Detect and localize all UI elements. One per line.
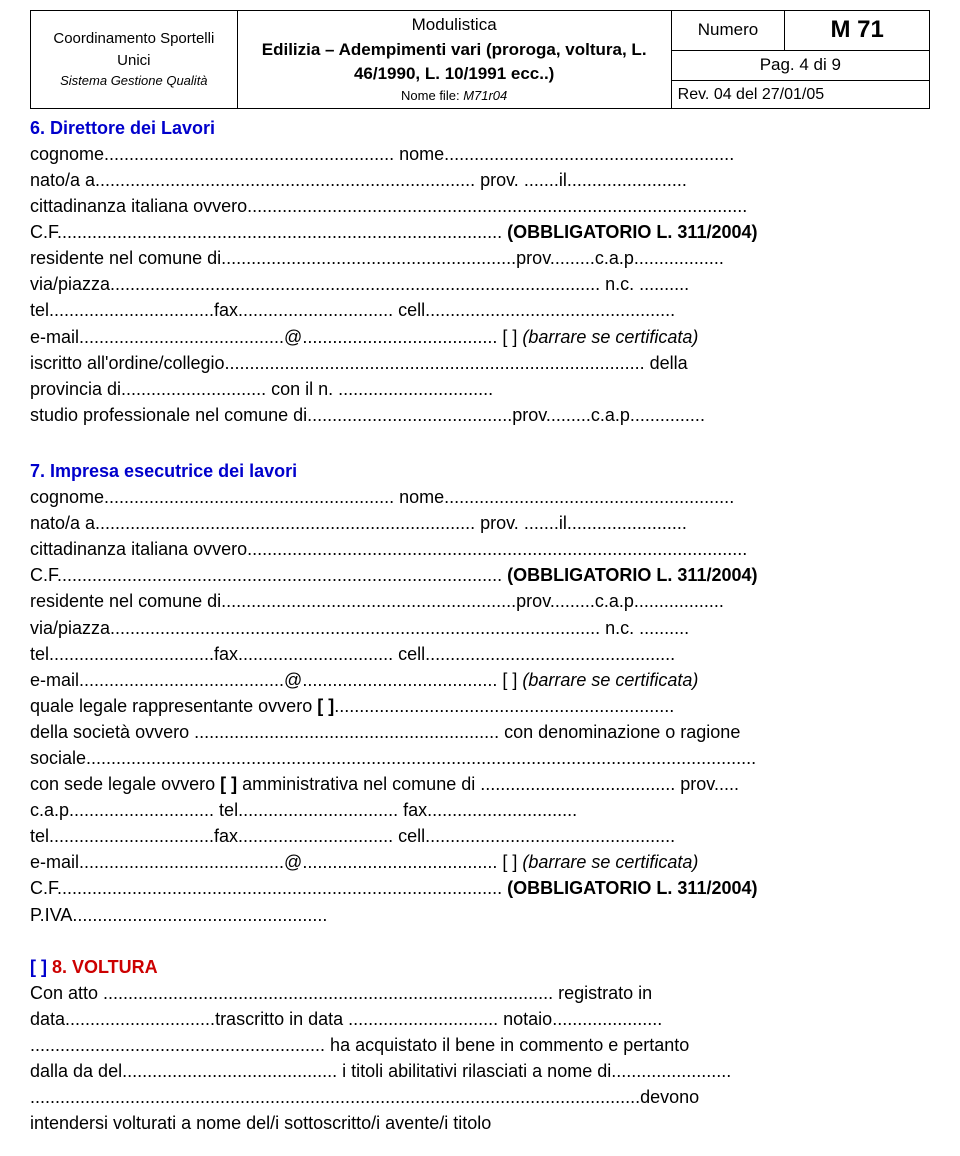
section8-title: 8. VOLTURA [52, 957, 158, 977]
sec7-l8: e-mail..................................… [30, 667, 930, 693]
header-mid-top: Modulistica [244, 13, 665, 38]
sec7-l12b: [ ] [220, 774, 237, 794]
sec7-l7: tel.................................fax.… [30, 641, 930, 667]
sec6-l10: provincia di............................… [30, 376, 930, 402]
sec7-l13: c.a.p............................. tel..… [30, 797, 930, 823]
sec7-l5: residente nel comune di.................… [30, 588, 930, 614]
sec6-l7: tel.................................fax.… [30, 297, 930, 323]
sec6-l4: C.F.....................................… [30, 219, 930, 245]
sec6-l4a: C.F.....................................… [30, 222, 502, 242]
sec6-l6: via/piazza..............................… [30, 271, 930, 297]
sec7-l9: quale legale rappresentante ovvero [ ]..… [30, 693, 930, 719]
header-table: Coordinamento Sportelli Unici Sistema Ge… [30, 10, 930, 109]
sec7-l2: nato/a a................................… [30, 510, 930, 536]
sec7-l6: via/piazza..............................… [30, 615, 930, 641]
sec6-l8a: e-mail..................................… [30, 327, 522, 347]
sec6-l9: iscritto all'ordine/collegio............… [30, 350, 930, 376]
sec7-l4a: C.F.....................................… [30, 565, 502, 585]
sec6-l8: e-mail..................................… [30, 324, 930, 350]
sec8-l2: data..............................trascr… [30, 1006, 930, 1032]
header-mid-main: Edilizia – Adempimenti vari (proroga, vo… [244, 38, 665, 87]
sec7-l4: C.F.....................................… [30, 562, 930, 588]
header-num-label: Numero [671, 11, 785, 51]
header-left-cell: Coordinamento Sportelli Unici Sistema Ge… [31, 11, 238, 109]
sec7-l14: tel.................................fax.… [30, 823, 930, 849]
sec7-l1: cognome.................................… [30, 484, 930, 510]
sec7-l12c: amministrativa nel comune di ...........… [237, 774, 739, 794]
sec7-l16: C.F.....................................… [30, 875, 930, 901]
sec6-l4b: (OBBLIGATORIO L. 311/2004) [502, 222, 757, 242]
sec7-l15a: e-mail..................................… [30, 852, 522, 872]
org-line1: Coordinamento Sportelli [37, 28, 231, 50]
sec7-l8a: e-mail..................................… [30, 670, 522, 690]
sec7-l3: cittadinanza italiana ovvero............… [30, 536, 930, 562]
sec8-l3: ........................................… [30, 1032, 930, 1058]
sec7-l4b: (OBBLIGATORIO L. 311/2004) [502, 565, 757, 585]
sec7-l9a: quale legale rappresentante ovvero [30, 696, 317, 716]
sec8-checkbox: [ ] [30, 957, 52, 977]
header-num-val: M 71 [785, 11, 930, 51]
org-line3: Sistema Gestione Qualità [37, 72, 231, 91]
sec7-l16b: (OBBLIGATORIO L. 311/2004) [502, 878, 757, 898]
file-val: M71r04 [463, 88, 507, 103]
section6-title: 6. Direttore dei Lavori [30, 115, 930, 141]
sec6-l5: residente nel comune di.................… [30, 245, 930, 271]
org-line2: Unici [37, 50, 231, 72]
sec8-l4: dalla da del............................… [30, 1058, 930, 1084]
sec6-l11: studio professionale nel comune di......… [30, 402, 930, 428]
sec7-l10: della società ovvero ...................… [30, 719, 930, 745]
section8-title-line: [ ] 8. VOLTURA [30, 954, 930, 980]
sec8-l1: Con atto ...............................… [30, 980, 930, 1006]
header-mid-cell: Modulistica Edilizia – Adempimenti vari … [237, 11, 671, 109]
header-rev: Rev. 04 del 27/01/05 [671, 80, 929, 108]
sec7-l9b: [ ] [317, 696, 334, 716]
sec6-l3: cittadinanza italiana ovvero............… [30, 193, 930, 219]
file-label: Nome file: [401, 88, 460, 103]
sec7-l11: sociale.................................… [30, 745, 930, 771]
header-pag: Pag. 4 di 9 [671, 50, 929, 80]
sec6-l2: nato/a a................................… [30, 167, 930, 193]
sec7-l16a: C.F.....................................… [30, 878, 502, 898]
sec8-l5: ........................................… [30, 1084, 930, 1110]
sec7-l17: P.IVA...................................… [30, 902, 930, 928]
header-mid-file: Nome file: M71r04 [244, 87, 665, 106]
sec7-l12a: con sede legale ovvero [30, 774, 220, 794]
sec7-l15: e-mail..................................… [30, 849, 930, 875]
sec7-l12: con sede legale ovvero [ ] amministrativ… [30, 771, 930, 797]
sec6-l8b: (barrare se certificata) [522, 327, 698, 347]
sec6-l1: cognome.................................… [30, 141, 930, 167]
document-body: 6. Direttore dei Lavori cognome.........… [30, 115, 930, 1137]
sec8-l6: intendersi volturati a nome del/i sottos… [30, 1110, 930, 1136]
sec7-l8b: (barrare se certificata) [522, 670, 698, 690]
sec7-l15b: (barrare se certificata) [522, 852, 698, 872]
section7-title: 7. Impresa esecutrice dei lavori [30, 458, 930, 484]
sec7-l9c: ........................................… [334, 696, 674, 716]
